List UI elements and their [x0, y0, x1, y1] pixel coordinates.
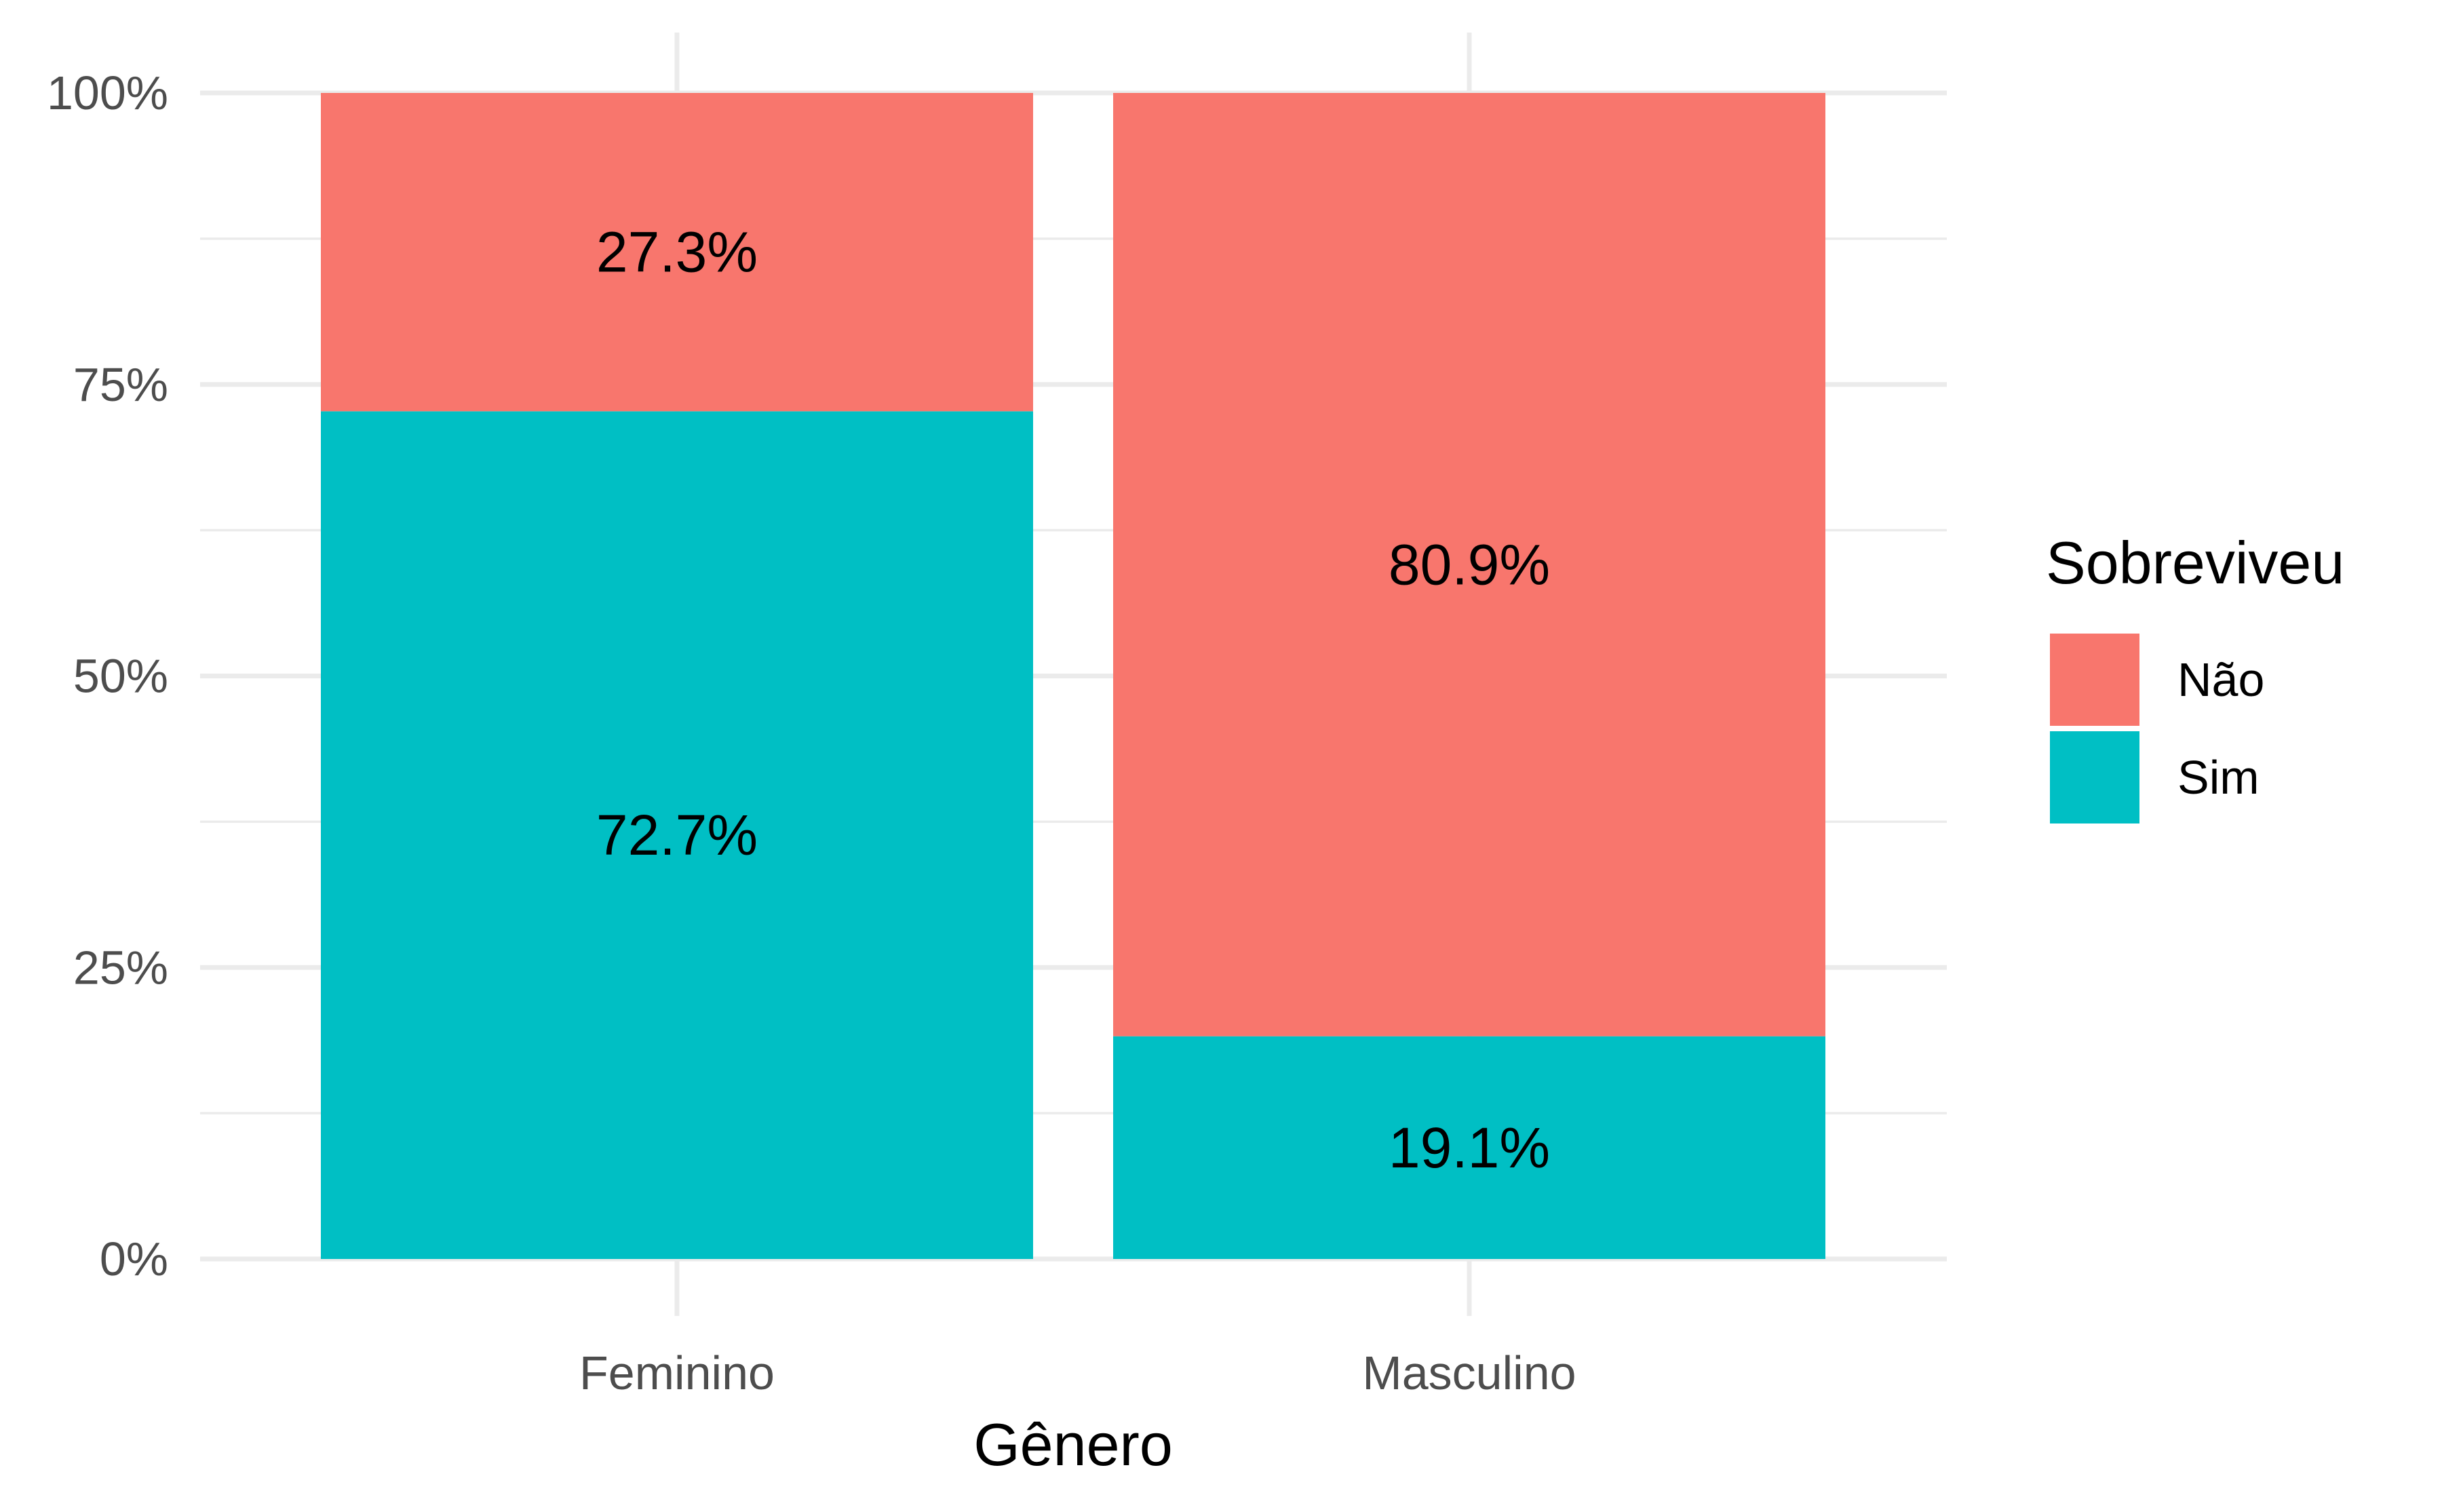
data-label: 27.3%	[596, 220, 758, 284]
data-label: 72.7%	[596, 803, 758, 867]
bar-segment	[321, 411, 1033, 1259]
y-tick-label: 25%	[73, 941, 168, 994]
bar-segment	[1113, 93, 1825, 1036]
legend-label: Não	[2177, 653, 2264, 706]
bars	[321, 93, 1825, 1259]
bar-segment	[1113, 1036, 1825, 1259]
legend-label: Sim	[2177, 751, 2260, 804]
data-label: 80.9%	[1389, 532, 1550, 596]
legend: Sobreviveu Não Sim	[2046, 529, 2344, 823]
y-tick-label: 100%	[47, 66, 168, 119]
y-tick-label: 0%	[100, 1233, 168, 1285]
y-tick-label: 50%	[73, 650, 168, 703]
data-labels: 72.7% 27.3% 19.1% 80.9%	[596, 220, 1550, 1180]
y-axis: 0% 25% 50% 75% 100%	[47, 66, 168, 1285]
x-axis-title: Gênero	[973, 1411, 1173, 1478]
data-label: 19.1%	[1389, 1116, 1550, 1180]
legend-swatch	[2050, 634, 2139, 726]
x-tick-label: Feminino	[579, 1346, 775, 1399]
legend-title: Sobreviveu	[2046, 529, 2344, 596]
bar-segment	[321, 93, 1033, 412]
x-tick-label: Masculino	[1362, 1346, 1576, 1399]
x-axis: Feminino Masculino	[579, 1346, 1576, 1399]
legend-swatch	[2050, 731, 2139, 823]
y-tick-label: 75%	[73, 358, 168, 411]
